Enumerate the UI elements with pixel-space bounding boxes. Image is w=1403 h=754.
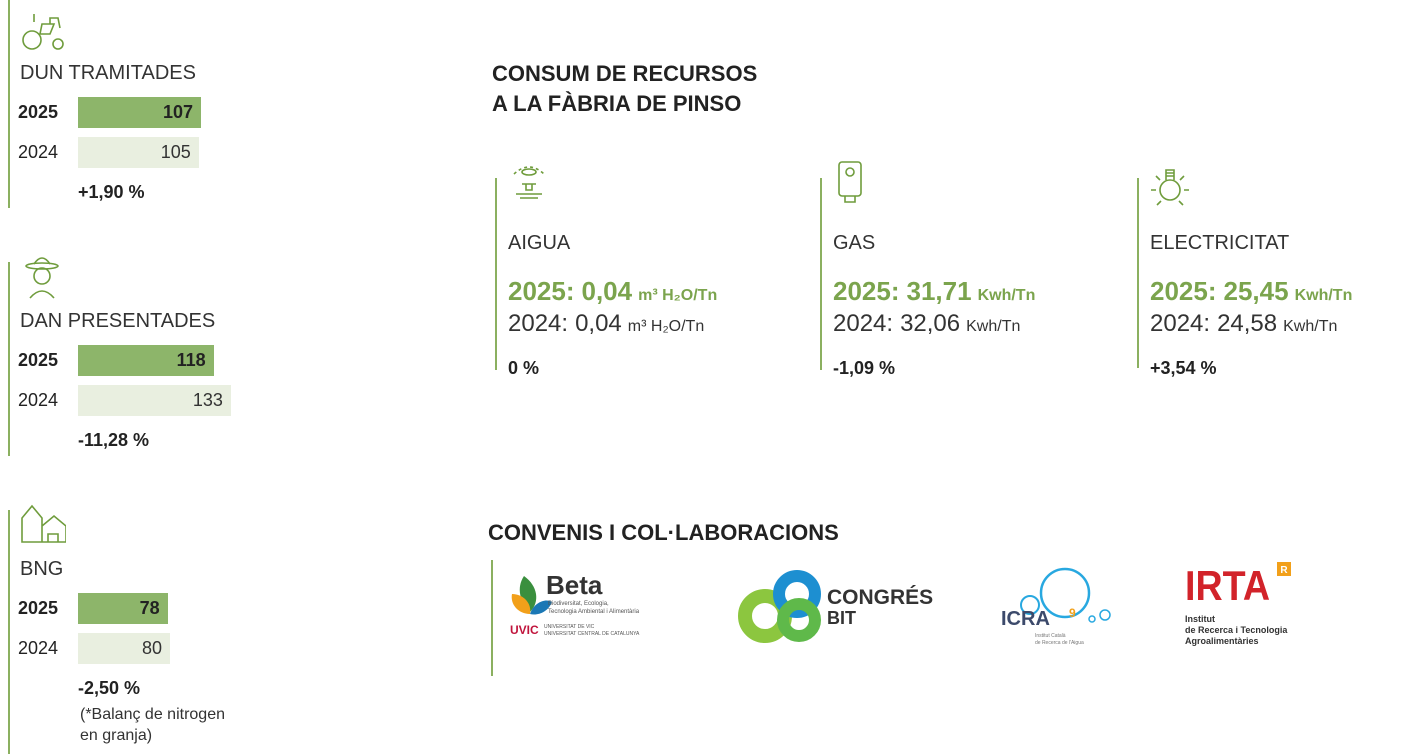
divider [8,262,10,456]
divider [495,178,497,370]
bar: 118 [78,345,214,376]
logo-text: 9 [1069,606,1076,620]
logo-text: Agroalimentàries [1185,636,1259,646]
icon [1148,160,1194,215]
year-label: 2024: [508,310,569,337]
logo-text: Institut [1185,614,1215,624]
bar: 80 [78,633,170,664]
logo-text: UNIVERSITAT CENTRAL DE CATALUNYA [544,631,640,637]
logo-text: Beta [546,572,603,600]
change: +3,54 % [1150,358,1217,378]
icon [20,502,67,557]
logo-text: de Recerca de l'Aigua [1035,640,1084,646]
resource-current: 2025: 31,71 Kwh/Tn [833,276,1035,307]
change: -1,09 % [833,358,896,378]
year-label: 2025: [1150,276,1217,306]
icra-logo: ICRA 9 Institut Català de Recerca de l'A… [1001,567,1111,646]
section-title: A LA FÀBRIA DE PINSO [492,91,742,116]
section-title: CONVENIS I COL·LABORACIONS [488,520,839,545]
value: 0,04 [581,276,633,306]
value: 32,06 [900,310,961,337]
year-label: 2025 [18,598,59,618]
value: 0,04 [575,310,622,337]
resource-current: 2025: 25,45 Kwh/Tn [1150,276,1352,307]
year-label: 2025 [18,102,59,122]
divider [8,0,10,208]
year-label: 2025 [18,350,59,370]
bar: 105 [78,137,199,168]
bar: 78 [78,593,168,624]
divider [491,560,493,676]
icon [831,160,877,215]
note: en granja) [80,727,153,744]
year-label: 2025: [508,276,575,306]
value: 31,71 [906,276,972,306]
indicator-title: DAN PRESENTADES [20,310,216,332]
change: -11,28 % [78,430,150,450]
resource-name: GAS [833,232,876,254]
year-label: 2024 [18,390,59,410]
icon [506,160,552,215]
unit: Kwh/Tn [1294,287,1353,304]
unit: m³ H₂O/Tn [627,318,705,335]
bar: 107 [78,97,202,128]
note: (*Balanç de nitrogen [80,706,225,723]
unit: m³ H₂O/Tn [638,287,718,304]
indicator-title: DUN TRAMITADES [20,62,196,84]
value: 25,45 [1223,276,1289,306]
resource-name: ELECTRICITAT [1150,232,1290,254]
change: 0 % [508,358,540,378]
logo-text: de Recerca i Tecnologia [1185,625,1288,635]
logo-text: CONGRÉS [827,586,933,609]
value: 24,58 [1217,310,1278,337]
logo-text: UVIC [510,623,539,637]
change: -2,50 % [78,678,141,698]
logo-text: Biodiversitat, Ecologia, [548,601,609,607]
unit: Kwh/Tn [1283,318,1338,335]
year-label: 2024 [18,142,59,162]
icon [20,6,66,61]
logo-text: UNIVERSITAT DE VIC [544,624,595,630]
resource-name: AIGUA [508,232,571,254]
unit: Kwh/Tn [966,318,1021,335]
logo-text: ICRA [1001,608,1050,630]
icon [20,254,66,309]
logo-text: Institut Català [1035,633,1066,639]
resource-previous: 2024: 0,04 m³ H₂O/Tn [508,310,704,338]
bit-logo: CONGRÉS BIT [738,570,933,643]
change: +1,90 % [78,182,145,202]
year-label: 2024: [833,310,894,337]
year-label: 2025: [833,276,900,306]
logo-text: IRTA [1185,562,1270,609]
beta-logo: Beta Biodiversitat, Ecologia, Tecnologia… [510,572,640,637]
divider [820,178,822,370]
logo-text: R [1280,565,1288,576]
logo-text: BIT [827,608,856,628]
resource-current: 2025: 0,04 m³ H₂O/Tn [508,276,717,307]
year-label: 2024 [18,638,59,658]
bar: 133 [78,385,231,416]
year-label: 2024: [1150,310,1211,337]
logo-text: Tecnologia Ambiental i Alimentària [548,609,640,615]
unit: Kwh/Tn [977,287,1036,304]
irta-logo: IRTA R Institut de Recerca i Tecnologia … [1185,562,1291,646]
section-title: CONSUM DE RECURSOS [492,61,758,86]
divider [1137,178,1139,368]
resource-previous: 2024: 24,58 Kwh/Tn [1150,310,1337,338]
divider [8,510,10,754]
resource-previous: 2024: 32,06 Kwh/Tn [833,310,1020,338]
indicator-title: BNG [20,558,64,580]
